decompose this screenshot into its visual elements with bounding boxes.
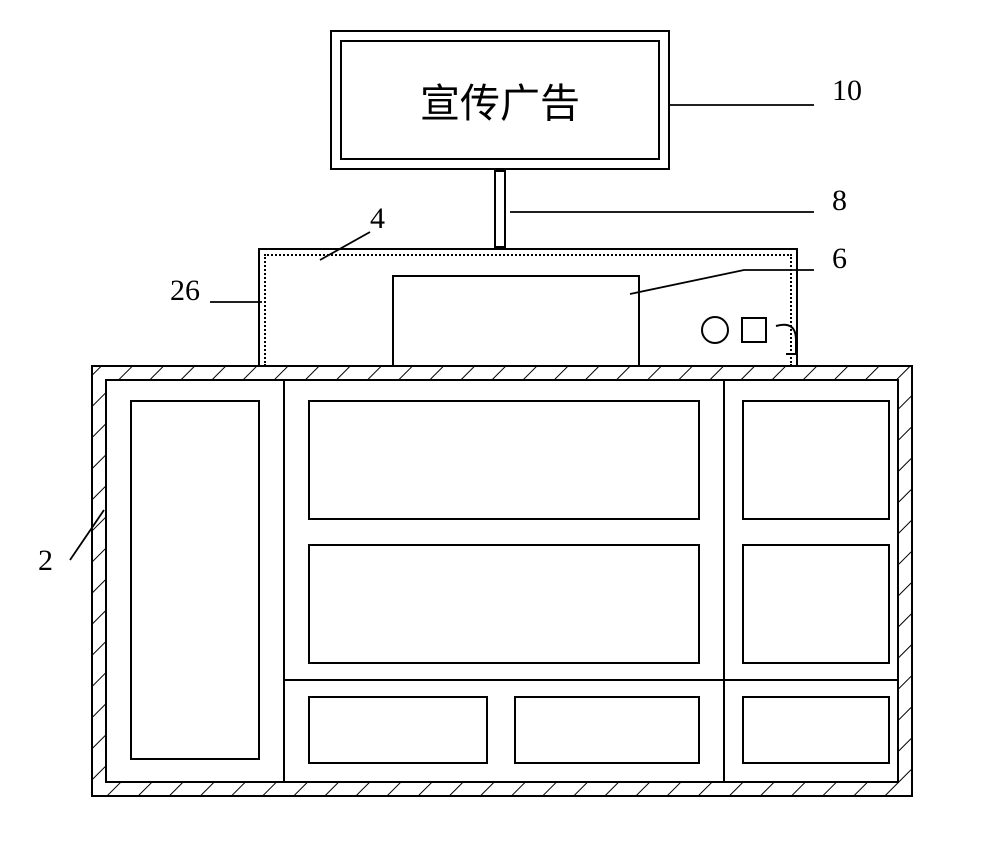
compartment-left-tall: [130, 400, 260, 760]
diagram-stage: 宣传广告: [0, 0, 1000, 844]
compartment-right-mid: [742, 544, 890, 664]
callout-label-26: 26: [170, 274, 200, 308]
compartment-bottom-2: [514, 696, 700, 764]
compartment-right-top: [742, 400, 890, 520]
callout-label-2: 2: [38, 544, 53, 578]
callout-label-6: 6: [832, 242, 847, 276]
compartment-bottom-3: [742, 696, 890, 764]
callout-label-4: 4: [370, 202, 385, 236]
compartment-mid-mid: [308, 544, 700, 664]
compartment-mid-top: [308, 400, 700, 520]
compartment-bottom-1: [308, 696, 488, 764]
callout-label-8: 8: [832, 184, 847, 218]
callout-label-10: 10: [832, 74, 862, 108]
